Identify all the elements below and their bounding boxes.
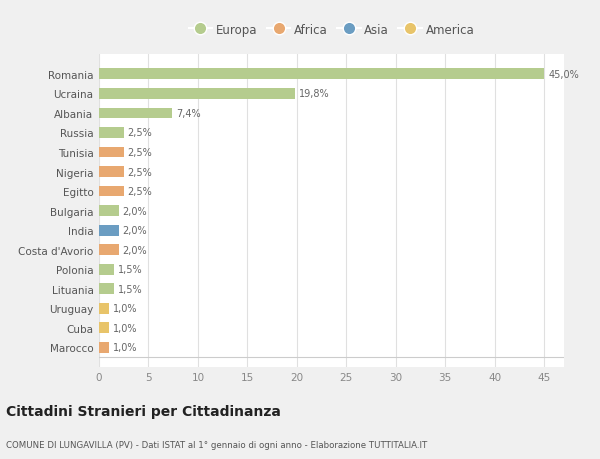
Bar [99,225,119,236]
Bar [99,342,109,353]
Legend: Europa, Africa, Asia, America: Europa, Africa, Asia, America [188,23,475,36]
Bar [99,89,295,100]
Text: 2,5%: 2,5% [128,148,152,157]
Text: 2,5%: 2,5% [128,128,152,138]
Text: Cittadini Stranieri per Cittadinanza: Cittadini Stranieri per Cittadinanza [6,404,281,419]
Text: 7,4%: 7,4% [176,109,201,118]
Bar [99,186,124,197]
Text: 45,0%: 45,0% [548,70,579,79]
Text: 2,5%: 2,5% [128,187,152,196]
Bar [99,108,172,119]
Text: 19,8%: 19,8% [299,89,329,99]
Text: 1,5%: 1,5% [118,265,142,274]
Bar [99,245,119,256]
Bar [99,128,124,139]
Bar [99,69,544,80]
Bar [99,284,114,295]
Text: 2,0%: 2,0% [123,226,148,235]
Text: 1,0%: 1,0% [113,304,137,313]
Bar [99,323,109,334]
Text: 2,0%: 2,0% [123,245,148,255]
Text: 2,5%: 2,5% [128,167,152,177]
Bar [99,167,124,178]
Text: 1,5%: 1,5% [118,284,142,294]
Text: 2,0%: 2,0% [123,206,148,216]
Text: COMUNE DI LUNGAVILLA (PV) - Dati ISTAT al 1° gennaio di ogni anno - Elaborazione: COMUNE DI LUNGAVILLA (PV) - Dati ISTAT a… [6,441,427,449]
Bar [99,264,114,275]
Text: 1,0%: 1,0% [113,323,137,333]
Bar [99,147,124,158]
Text: 1,0%: 1,0% [113,343,137,353]
Bar [99,206,119,217]
Bar [99,303,109,314]
